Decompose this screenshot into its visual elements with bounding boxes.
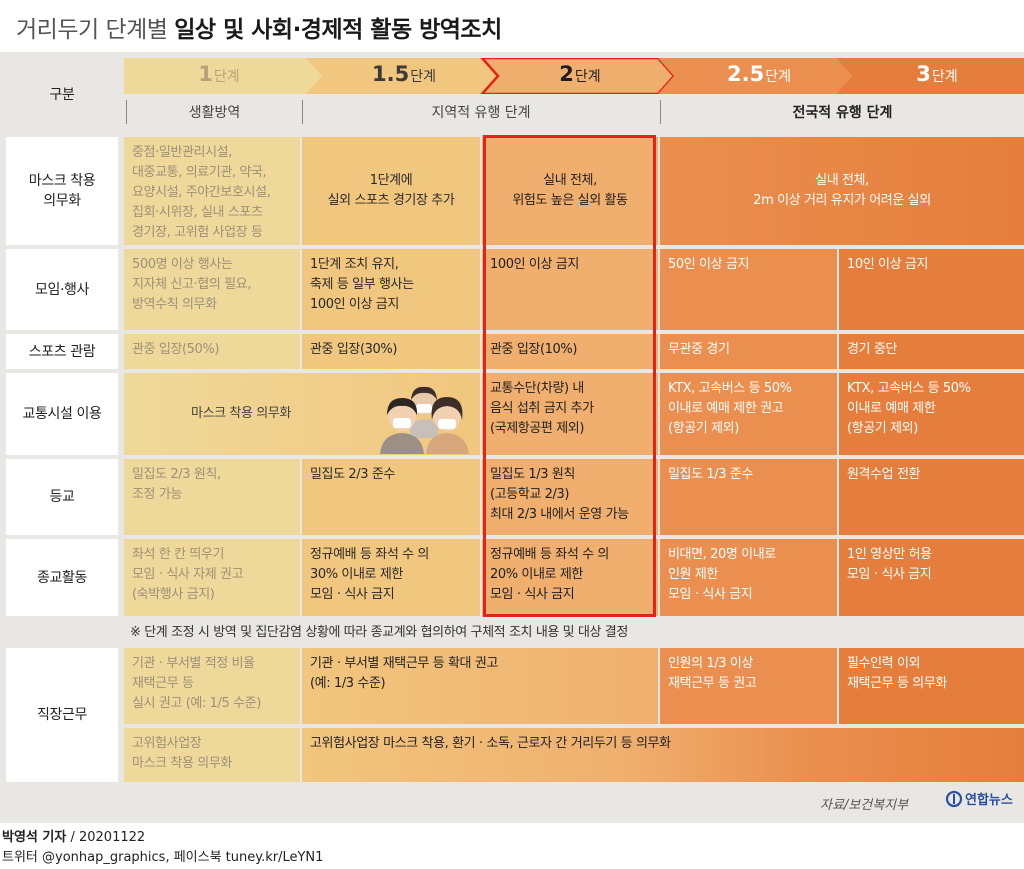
mask-level-2: 실내 전체, 위험도 높은 실외 활동 [482,137,658,245]
level-2-highlight-frame [483,135,656,617]
sports-level-2: 관중 입장(10%) [482,334,658,369]
phase-2: 지역적 유행 단계 [431,105,531,121]
arrow-level-1 [124,58,322,94]
religion-level-2-5: 비대면, 20명 이내로 인원 제한 모임 · 식사 금지 [660,539,837,616]
date: / 20201122 [70,830,146,845]
header-label: 구분 [49,87,75,103]
work-level-1-5-2: 기관 · 부서별 재택근무 등 확대 권고 (예: 1/3 수준) [302,648,658,724]
religion-level-3: 1인 영상만 허용 모임 · 식사 금지 [839,539,1024,616]
school-level-1: 밀집도 2/3 원칙, 조정 가능 [124,459,300,535]
reporter: 박영석 기자 [2,830,67,845]
work-b-level-1: 고위험사업장 마스크 착용 의무화 [124,728,300,782]
event-level-1-5: 1단계 조치 유지, 축제 등 일부 행사는 100인 이상 금지 [302,249,480,330]
event-level-1: 500명 이상 행사는 지자체 신고·협의 필요, 방역수칙 의무화 [124,249,300,330]
arrow-level-3 [836,58,1024,94]
school-level-2: 밀집도 1/3 원칙 (고등학교 2/3) 최대 2/3 내에서 운영 가능 [482,459,658,535]
phase-divider [302,100,303,124]
title-bold: 일상 및 사회·경제적 활동 방역조치 [174,17,502,43]
row-label-transport: 교통시설 이용 [6,373,118,455]
phase-divider [126,100,127,124]
level-2-label: 2 단계 [559,62,601,86]
religion-level-1: 좌석 한 칸 띄우기 모임 · 식사 자제 권고 (숙박행사 금지) [124,539,300,616]
row-label-work: 직장근무 [6,648,118,782]
yonhap-logo-icon [946,790,962,807]
yonhap-logo: 연합뉴스 [946,789,1013,808]
work-b-level-1-5-to-3: 고위험사업장 마스크 착용, 환기 · 소독, 근로자 간 거리두기 등 의무화 [302,728,1024,782]
title-light: 거리두기 단계별 [16,17,175,43]
logo-text: 연합뉴스 [965,793,1013,808]
transport-level-2-5: KTX, 고속버스 등 50% 이내로 예매 제한 권고 (항공기 제외) [660,373,837,455]
religion-level-1-5: 정규예배 등 좌석 수 의 30% 이내로 제한 모임 · 식사 금지 [302,539,480,616]
sports-level-3: 경기 중단 [839,334,1024,369]
level-arrows [124,58,1024,94]
level-1-label: 1 단계 [198,62,240,86]
mask-level-1-5: 1단계에 실외 스포츠 경기장 추가 [302,137,480,245]
arrow-level-2-5 [658,58,852,94]
people-mask-illustration [380,386,469,454]
arrow-level-2 [480,58,676,94]
work-level-1: 기관 · 부서별 적정 비율 재택근무 등 실시 권고 (예: 1/5 수준) [124,648,300,724]
credit-line: 박영석 기자 / 20201122 [2,826,145,845]
arrow-level-1-5 [306,58,498,94]
phase-3: 전국적 유행 단계 [792,105,893,121]
school-level-1-5: 밀집도 2/3 준수 [302,459,480,535]
phase-divider [660,100,661,124]
work-level-2-5: 인원의 1/3 이상 재택근무 등 권고 [660,648,837,724]
event-level-2: 100인 이상 금지 [482,249,658,330]
level-2-5-label: 2.5 단계 [727,62,791,86]
school-level-2-5: 밀집도 1/3 준수 [660,459,837,535]
mask-level-2-5-3: 실내 전체, 2m 이상 거리 유지가 어려운 실외 [660,137,1024,245]
row-label-mask: 마스크 착용 의무화 [6,137,118,245]
mask-level-1: 중점·일반관리시설, 대중교통, 의료기관, 약국, 요양시설, 주야간보호시설… [124,137,300,245]
row-label-sports: 스포츠 관람 [6,334,118,369]
religion-note: ※ 단계 조정 시 방역 및 집단감염 상황에 따라 종교계와 협의하여 구체적… [130,625,628,640]
work-level-3: 필수인력 이외 재택근무 등 의무화 [839,648,1024,724]
phase-1: 생활방역 [188,105,241,121]
row-label-school: 등교 [6,459,118,535]
event-level-2-5: 50인 이상 금지 [660,249,837,330]
sports-level-1-5: 관중 입장(30%) [302,334,480,369]
school-level-3: 원격수업 전환 [839,459,1024,535]
level-3-label: 3 단계 [916,62,958,86]
event-level-3: 10인 이상 금지 [839,249,1024,330]
row-label-religion: 종교활동 [6,539,118,616]
transport-level-2: 교통수단(차량) 내 음식 섭취 금지 추가 (국제항공편 제외) [482,373,658,455]
religion-level-2: 정규예배 등 좌석 수 의 20% 이내로 제한 모임 · 식사 금지 [482,539,658,616]
sports-level-2-5: 무관중 경기 [660,334,837,369]
sns-line: 트위터 @yonhap_graphics, 페이스북 tuney.kr/LeYN… [2,850,324,865]
sports-level-1: 관중 입장(50%) [124,334,300,369]
page-title: 거리두기 단계별 일상 및 사회·경제적 활동 방역조치 [16,10,502,44]
level-1-5-label: 1.5 단계 [372,62,436,86]
row-label-event: 모임·행사 [6,249,118,330]
source-label: 자료/보건복지부 [820,798,909,813]
transport-level-3: KTX, 고속버스 등 50% 이내로 예매 제한 (항공기 제외) [839,373,1024,455]
